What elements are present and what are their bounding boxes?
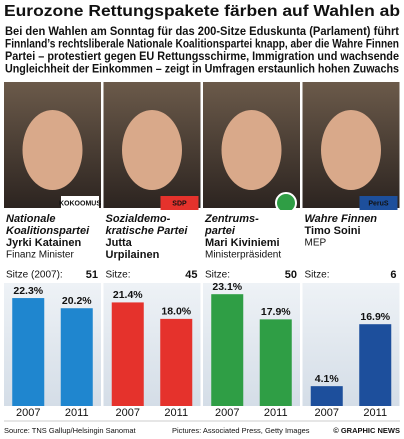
x-tick-label: 2007: [16, 407, 40, 419]
role: MEP: [305, 238, 327, 249]
photo-face: [321, 110, 381, 190]
seats-label: Sitze:: [205, 270, 230, 281]
person-name: Jyrki Katainen: [6, 237, 81, 249]
seats-value: 51: [86, 269, 98, 281]
person-name: Timo Soini: [305, 225, 361, 237]
role: Finanz Minister: [6, 250, 74, 261]
party-name: partei: [204, 225, 236, 237]
bar: [160, 318, 193, 406]
x-tick-label: 2007: [116, 407, 140, 419]
text-panel: [302, 210, 400, 282]
value-label: 17.9%: [261, 306, 291, 318]
seats-value: 45: [185, 269, 197, 281]
x-tick-label: 2011: [264, 407, 288, 419]
text-panel: [203, 210, 300, 282]
text-panel: [103, 210, 201, 282]
bar: [111, 302, 144, 406]
x-tick-label: 2007: [215, 407, 239, 419]
logo-box: [160, 196, 199, 210]
logo-box: [359, 196, 398, 210]
x-tick-label: 2011: [363, 407, 387, 419]
seats-value: 6: [390, 269, 396, 281]
party-name: Nationale: [6, 213, 56, 225]
footer-source: Source: TNS Gallup/Helsingin Sanomat: [4, 426, 137, 435]
party-name: kratische Partei: [106, 225, 189, 237]
value-label: 21.4%: [113, 289, 143, 301]
bar: [310, 386, 343, 406]
value-label: 22.3%: [13, 285, 43, 297]
party-name: Wahre Finnen: [305, 213, 378, 225]
text-panel: [4, 210, 101, 282]
value-label: 20.2%: [62, 295, 92, 307]
intro-line: Ungleichheit der Einkommen – zeigt in Um…: [5, 64, 399, 76]
seats-label: Sitze:: [305, 270, 330, 281]
photo-face: [22, 110, 83, 190]
title: Eurozone Rettungspakete färben auf Wahle…: [4, 3, 400, 20]
logo-box: [61, 196, 99, 210]
bar: [259, 319, 292, 406]
intro-line: Bei den Wahlen am Sonntag für das 200-Si…: [5, 26, 399, 38]
value-label: 4.1%: [315, 373, 340, 385]
x-tick-label: 2007: [315, 407, 339, 419]
person-name: Urpilainen: [106, 249, 160, 261]
logo: PeruS: [368, 200, 389, 207]
logo: KOKOOMUS: [59, 200, 101, 207]
footer-pictures: Pictures: Associated Press, Getty Images: [172, 426, 310, 435]
bar: [12, 298, 45, 406]
intro-line: Partei – protestiert gegen EU Rettungssc…: [5, 51, 399, 63]
bar: [359, 324, 392, 406]
party-name: Sozialdemo-: [106, 213, 171, 225]
x-tick-label: 2011: [65, 407, 89, 419]
person-name: Mari Kiviniemi: [205, 237, 280, 249]
seats-label: Sitze:: [106, 270, 131, 281]
value-label: 16.9%: [360, 311, 390, 323]
x-tick-label: 2011: [164, 407, 188, 419]
seats-label: Sitze (2007):: [6, 270, 63, 281]
bar: [60, 308, 93, 406]
logo: SDP: [172, 200, 187, 207]
party-name: Zentrums-: [204, 213, 259, 225]
person-name: Jutta: [106, 237, 133, 249]
intro-line: Finnland’s rechtsliberale Nationale Koal…: [5, 39, 399, 51]
seats-value: 50: [285, 269, 297, 281]
role: Ministerpräsident: [205, 250, 281, 261]
bar: [211, 294, 244, 406]
footer-brand: © GRAPHIC NEWS: [333, 426, 400, 435]
photo-face: [122, 110, 182, 190]
photo-face: [221, 110, 282, 190]
value-label: 18.0%: [161, 306, 191, 318]
value-label: 23.1%: [212, 281, 242, 293]
party-name: Koalitionspartei: [6, 225, 90, 237]
